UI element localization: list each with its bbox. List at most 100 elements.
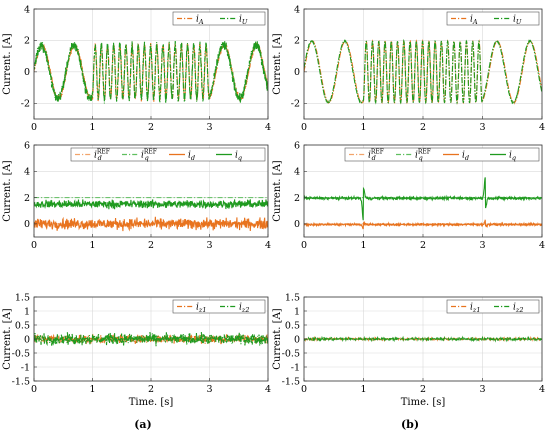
caption-b: (b) — [401, 418, 419, 431]
legend-label-i_A: iA — [470, 15, 478, 27]
x-tick-label: 4 — [539, 240, 545, 251]
x-tick-label: 1 — [89, 122, 95, 133]
x-tick-label: 0 — [301, 384, 307, 395]
plot-area — [34, 197, 268, 232]
series-line-i_q — [304, 177, 542, 221]
x-tick-label: 1 — [360, 384, 366, 395]
y-tick-label: 0.5 — [285, 320, 300, 331]
x-tick-label: 3 — [206, 122, 212, 133]
x-tick-label: 3 — [479, 384, 485, 395]
chart-b2: 0 1 2 3 4 0 2 4 6 Current. [A] iREF d iREF q id iq — [272, 140, 545, 251]
y-tick-label: 0 — [294, 219, 300, 230]
x-tick-label: 1 — [360, 240, 366, 251]
plot-area — [304, 335, 542, 343]
x-tick-label: 0 — [301, 122, 307, 133]
plot-area — [34, 41, 268, 104]
y-tick-label: 2 — [294, 193, 300, 204]
y-tick-label: 1.5 — [15, 292, 30, 303]
y-axis-label: Current. [A] — [2, 308, 13, 370]
x-tick-label: 2 — [420, 240, 426, 251]
plot-area — [304, 38, 542, 105]
y-tick-label: 0 — [294, 67, 300, 78]
legend: iz1 iz2 — [172, 299, 266, 315]
series-line-i_z2 — [34, 331, 268, 347]
y-tick-label: 0 — [294, 334, 300, 345]
y-axis-label: Current. [A] — [272, 33, 283, 95]
x-tick-label: 1 — [89, 240, 95, 251]
series-line-i_d — [34, 216, 268, 232]
legend-label-i_z2: iz2 — [239, 303, 249, 315]
y-tick-label: -1 — [21, 362, 30, 373]
x-tick-label: 0 — [31, 122, 37, 133]
x-tick-label: 2 — [148, 384, 154, 395]
legend: iA iU — [172, 11, 266, 27]
y-tick-label: -2 — [21, 99, 30, 110]
y-tick-label: 0 — [24, 67, 30, 78]
legend-box — [172, 11, 266, 26]
x-tick-label: 1 — [360, 122, 366, 133]
x-tick-label: 2 — [420, 122, 426, 133]
legend-label-i_A: iA — [196, 15, 204, 27]
plot-area — [34, 331, 268, 347]
legend-label-i_q-REF: iREF q — [141, 149, 157, 163]
legend-label-i_q-REF: iREF q — [415, 149, 431, 163]
x-tick-label: 0 — [301, 240, 307, 251]
legend-box — [344, 147, 540, 162]
x-tick-label: 3 — [206, 384, 212, 395]
y-axis-label: Current. [A] — [2, 160, 13, 222]
y-tick-label: 0 — [24, 219, 30, 230]
legend-box — [446, 11, 540, 26]
legend: iz1 iz2 — [446, 299, 540, 315]
y-tick-label: 6 — [24, 140, 30, 151]
legend-label-i_z1: iz1 — [196, 303, 206, 315]
y-tick-label: -2 — [291, 99, 300, 110]
legend-box — [70, 147, 266, 162]
legend-label-i_z2: iz2 — [513, 303, 523, 315]
y-tick-label: 2 — [294, 36, 300, 47]
legend-label-i_d: id — [462, 151, 469, 163]
legend: iREF d iREF q id iq — [344, 147, 540, 163]
y-tick-label: 2 — [24, 36, 30, 47]
y-tick-label: -0.5 — [12, 348, 30, 359]
y-axis-label: Current. [A] — [272, 160, 283, 222]
y-tick-label: 4 — [24, 4, 30, 15]
y-tick-label: 6 — [294, 140, 300, 151]
x-tick-label: 0 — [31, 240, 37, 251]
y-tick-label: 1 — [24, 306, 30, 317]
x-tick-label: 0 — [31, 384, 37, 395]
x-tick-label: 4 — [539, 384, 545, 395]
legend: iA iU — [446, 11, 540, 27]
caption-a: (a) — [134, 418, 152, 431]
series-line-i_U — [34, 41, 268, 104]
y-tick-label: 4 — [294, 167, 300, 178]
y-tick-label: -1.5 — [12, 376, 30, 387]
y-tick-label: -1.5 — [282, 376, 300, 387]
legend-label-i_U: iU — [513, 15, 522, 27]
legend-label-i_q: iq — [235, 151, 242, 163]
legend-box — [172, 299, 266, 314]
chart-b1: 0 1 2 3 4 -2 0 2 4 Current. [A] iA iU — [272, 4, 545, 133]
y-tick-label: 1 — [294, 306, 300, 317]
x-tick-label: 4 — [265, 384, 271, 395]
x-tick-label: 4 — [265, 122, 271, 133]
legend-label-i_d: id — [188, 151, 195, 163]
legend-label-i_U: iU — [239, 15, 248, 27]
legend-label-i_d-REF: iREF d — [368, 149, 384, 163]
series-line-i_U — [304, 38, 542, 105]
x-axis-label: Time. [s] — [129, 397, 174, 408]
y-tick-label: -0.5 — [282, 348, 300, 359]
legend-label-i_d-REF: iREF d — [94, 149, 110, 163]
x-tick-label: 3 — [479, 240, 485, 251]
x-tick-label: 2 — [420, 384, 426, 395]
x-tick-label: 2 — [148, 240, 154, 251]
y-tick-label: 0 — [24, 334, 30, 345]
x-axis-label: Time. [s] — [401, 397, 446, 408]
legend-label-i_q: iq — [509, 151, 516, 163]
y-tick-label: 2 — [24, 193, 30, 204]
x-tick-label: 1 — [89, 384, 95, 395]
y-axis-label: Current. [A] — [2, 33, 13, 95]
x-tick-label: 4 — [539, 122, 545, 133]
